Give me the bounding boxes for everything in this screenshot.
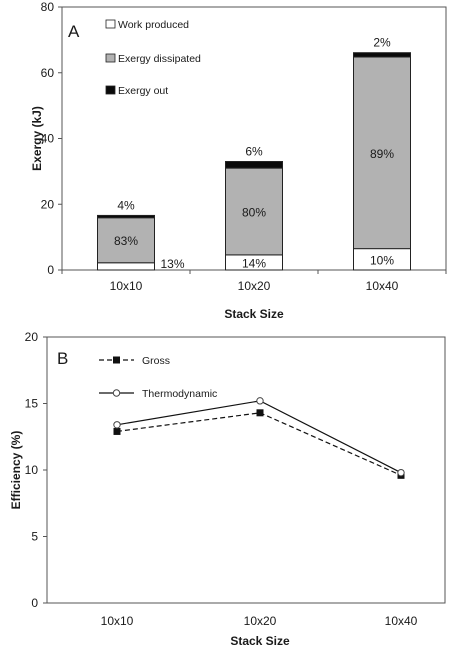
- y-tick-label: 15: [25, 397, 39, 411]
- data-label-exergy-out: 2%: [373, 36, 391, 50]
- data-point-gross: [256, 409, 264, 417]
- y-tick-label: 20: [25, 330, 39, 344]
- y-tick-label: 0: [47, 263, 54, 277]
- data-label-dissipated: 83%: [114, 234, 138, 248]
- data-label-dissipated: 80%: [242, 205, 266, 219]
- bar-exergy-out: [97, 214, 155, 219]
- legend-marker: [113, 356, 120, 364]
- y-tick-label: 0: [31, 596, 38, 610]
- data-label-work: 14%: [242, 256, 266, 270]
- legend-entry: Exergy out: [118, 85, 168, 97]
- x-tick-label: 10x10: [101, 614, 134, 628]
- bar-exergy-out: [353, 52, 411, 58]
- legend-swatch: [105, 53, 116, 63]
- y-axis-title: Efficiency (%): [9, 431, 23, 510]
- x-tick-label: 10x40: [385, 614, 418, 628]
- data-label-dissipated: 89%: [370, 147, 394, 161]
- x-tick-label: 10x20: [238, 279, 271, 293]
- y-axis-title: Exergy (kJ): [30, 106, 44, 171]
- y-tick-label: 40: [41, 132, 55, 146]
- series-line-gross: [116, 412, 402, 476]
- data-point-thermodynamic: [397, 468, 405, 477]
- panel-a: 0 20 40 60 80 10x10 10x20 10x40 Stack Size Exergy…: [30, 0, 447, 321]
- data-label-exergy-out: 6%: [245, 145, 263, 159]
- plot-frame-b: [46, 336, 446, 604]
- legend-entry: Work produced: [118, 19, 189, 31]
- x-tick-label: 10x20: [244, 614, 277, 628]
- panel-b: 0 5 10 15 20 10x10 10x20 10x40 Stack Size Efficie…: [9, 330, 446, 648]
- x-axis-title: Stack Size: [224, 307, 284, 321]
- x-tick-label: 10x40: [366, 279, 399, 293]
- bar-exergy-dissipated: [97, 217, 155, 264]
- data-point-gross: [113, 427, 121, 435]
- legend-marker: [112, 389, 121, 397]
- data-point-thermodynamic: [256, 397, 264, 405]
- bar-exergy-dissipated: [225, 167, 283, 256]
- legend-a: Work produced Exergy dissipated Exergy out: [105, 19, 201, 97]
- x-axis-title: Stack Size: [230, 634, 290, 648]
- data-label-exergy-out: 4%: [117, 198, 135, 212]
- y-tick-label: 20: [41, 197, 55, 211]
- panel-label: B: [57, 349, 68, 368]
- y-tick-label: 5: [31, 530, 38, 544]
- y-tick-label: 80: [41, 0, 55, 14]
- legend-swatch: [105, 85, 116, 95]
- y-tick-label: 60: [41, 66, 55, 80]
- bar-work-produced: [97, 262, 155, 271]
- legend-swatch: [105, 19, 116, 29]
- y-tick-label: 10: [25, 463, 39, 477]
- legend-b: Gross Thermodynamic: [99, 355, 217, 400]
- legend-entry: Exergy dissipated: [118, 53, 201, 65]
- data-label-work: 13%: [160, 257, 184, 271]
- legend-entry: Gross: [142, 355, 170, 367]
- legend-entry: Thermodynamic: [142, 388, 217, 400]
- x-tick-label: 10x10: [110, 279, 143, 293]
- bar-exergy-out: [225, 161, 283, 169]
- data-point-thermodynamic: [113, 421, 121, 429]
- data-label-work: 10%: [370, 253, 394, 267]
- panel-label: A: [68, 22, 80, 41]
